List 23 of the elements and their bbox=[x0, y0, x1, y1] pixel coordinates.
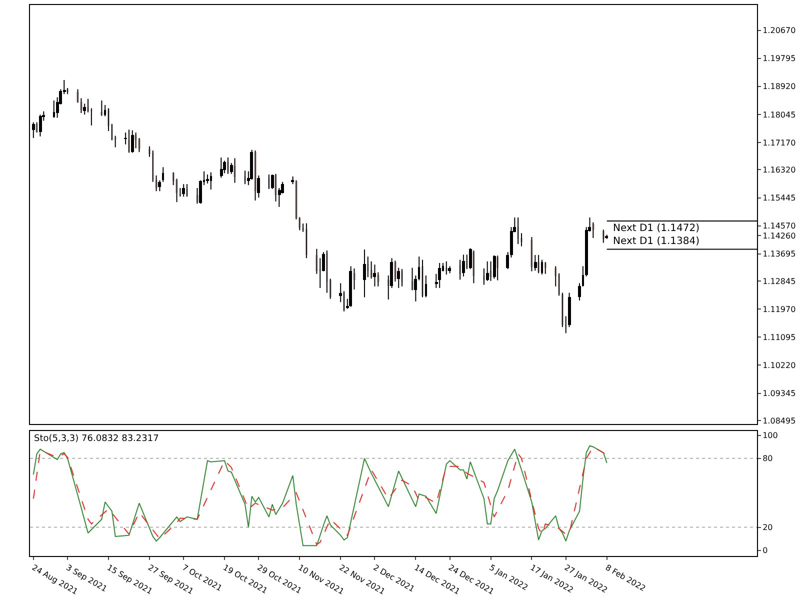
y-tick-label: 1.18045 bbox=[762, 110, 796, 120]
y-tick-label: 1.20670 bbox=[762, 26, 796, 36]
y-tick-label: 20 bbox=[762, 523, 773, 532]
y-tick-label: 1.17170 bbox=[762, 138, 796, 148]
y-tick-label: 1.09345 bbox=[762, 389, 796, 398]
y-tick-label: 100 bbox=[762, 431, 778, 440]
y-tick-label: 1.19795 bbox=[762, 54, 796, 64]
chart-title: Sto(5,3,3) 76.0832 83.2317 bbox=[34, 434, 159, 444]
y-tick-label: 1.18920 bbox=[762, 82, 796, 92]
ref-line-label: Next D1 (1.1472) bbox=[613, 223, 700, 234]
y-tick-label: 80 bbox=[762, 454, 773, 464]
y-tick-label: 1.14260 bbox=[762, 232, 796, 241]
y-tick-label: 1.11095 bbox=[762, 332, 796, 342]
y-tick-label: 1.13695 bbox=[762, 250, 796, 259]
y-tick-label: 1.08495 bbox=[762, 416, 796, 426]
y-tick-label: 1.10220 bbox=[762, 361, 796, 370]
y-tick-label: 1.12845 bbox=[762, 276, 796, 286]
y-tick-label: 1.11970 bbox=[762, 304, 796, 314]
y-tick-label: 1.14570 bbox=[762, 222, 796, 231]
y-tick-label: 1.16320 bbox=[762, 166, 796, 175]
ref-line-label: Next D1 (1.1384) bbox=[613, 236, 700, 247]
y-tick-label: 0 bbox=[762, 546, 768, 556]
y-tick-label: 1.15445 bbox=[762, 194, 796, 203]
